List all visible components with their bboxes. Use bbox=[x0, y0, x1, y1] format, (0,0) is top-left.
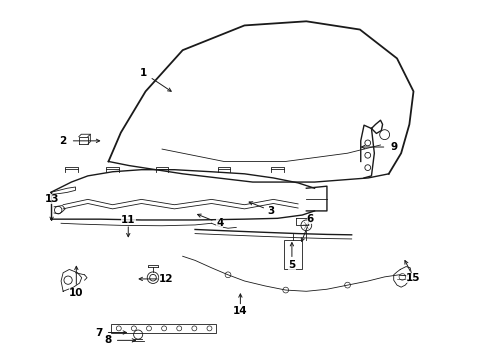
Text: 9: 9 bbox=[389, 142, 396, 152]
Text: 1: 1 bbox=[140, 68, 147, 78]
Text: 14: 14 bbox=[233, 306, 247, 316]
Bar bbox=[283, 240, 302, 269]
Text: 10: 10 bbox=[69, 288, 83, 298]
Text: 15: 15 bbox=[406, 273, 420, 283]
Text: 5: 5 bbox=[288, 260, 295, 270]
Text: 7: 7 bbox=[96, 328, 103, 338]
Text: 4: 4 bbox=[216, 218, 223, 228]
Text: 13: 13 bbox=[44, 194, 59, 203]
Text: 12: 12 bbox=[159, 274, 173, 284]
Text: 8: 8 bbox=[104, 336, 112, 345]
Text: 11: 11 bbox=[121, 215, 135, 225]
Bar bbox=[110, 324, 215, 333]
Text: 3: 3 bbox=[267, 206, 274, 216]
Text: 6: 6 bbox=[306, 214, 313, 224]
Text: 2: 2 bbox=[59, 136, 66, 146]
